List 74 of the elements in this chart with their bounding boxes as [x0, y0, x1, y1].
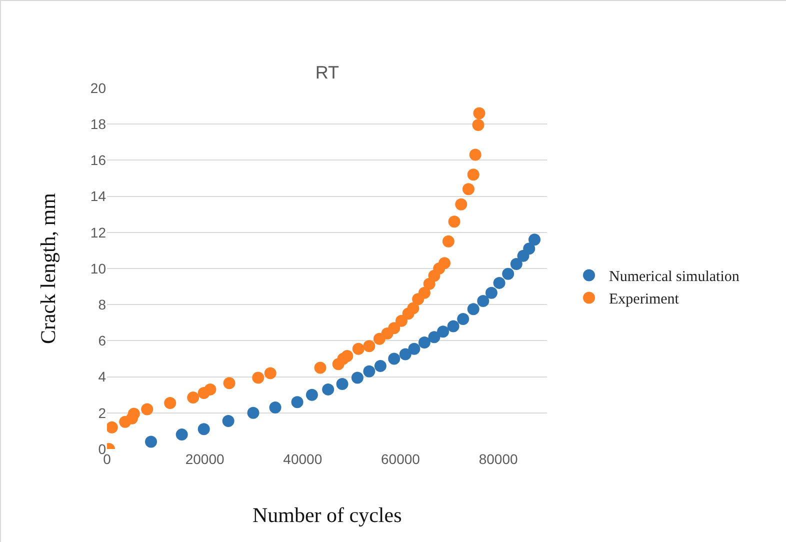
- legend-label: Numerical simulation: [609, 269, 740, 286]
- point: [510, 258, 522, 270]
- point: [269, 401, 282, 414]
- point: [363, 340, 376, 352]
- point: [523, 242, 536, 255]
- x-axis-title: Number of cycles: [252, 503, 402, 527]
- y-axis-title: Crack length, mm: [36, 192, 60, 344]
- point: [395, 314, 408, 327]
- point: [457, 313, 470, 326]
- point: [467, 168, 480, 181]
- point: [187, 392, 200, 404]
- point: [388, 322, 400, 334]
- point: [336, 378, 348, 390]
- y-tick-label: 8: [98, 296, 106, 312]
- point: [252, 372, 264, 384]
- point: [352, 342, 364, 355]
- point: [472, 119, 484, 131]
- point: [204, 383, 216, 396]
- x-tick-label: 20000: [185, 451, 225, 467]
- y-tick-label: 16: [90, 152, 106, 168]
- point: [264, 367, 276, 380]
- point: [418, 286, 430, 299]
- point: [502, 268, 514, 280]
- y-tick-label: 18: [90, 116, 106, 132]
- y-tick-label: 6: [98, 332, 106, 349]
- point: [128, 408, 140, 420]
- point: [176, 428, 188, 441]
- point: [198, 423, 210, 436]
- point: [141, 403, 154, 416]
- point: [528, 234, 540, 246]
- point: [351, 372, 364, 384]
- point: [363, 365, 376, 378]
- x-tick-label: 80000: [478, 451, 518, 467]
- point: [408, 342, 420, 355]
- point: [477, 294, 490, 307]
- point: [222, 415, 234, 428]
- y-tick-label: 4: [98, 368, 106, 385]
- point: [306, 388, 318, 401]
- x-tick-label: 40000: [283, 451, 322, 467]
- point: [462, 183, 474, 196]
- point: [442, 235, 454, 248]
- point: [473, 107, 486, 120]
- y-tick-label: 20: [90, 80, 106, 96]
- point: [223, 377, 236, 390]
- y-tick-label: 14: [90, 188, 106, 204]
- point: [164, 396, 176, 409]
- y-tick-label: 2: [98, 404, 106, 421]
- y-tick-label: 12: [90, 224, 106, 240]
- point: [455, 198, 468, 210]
- point: [438, 257, 450, 270]
- x-tick-label: 60000: [381, 451, 420, 467]
- y-tick-label: 10: [90, 260, 106, 276]
- point: [107, 421, 118, 434]
- point: [145, 436, 158, 448]
- point: [399, 348, 412, 360]
- point: [448, 216, 460, 228]
- point: [437, 326, 450, 338]
- point: [341, 350, 354, 362]
- point: [418, 336, 430, 349]
- point: [247, 406, 260, 419]
- legend-label: Experiment: [609, 292, 680, 308]
- point: [428, 331, 440, 344]
- point: [469, 148, 482, 161]
- point: [314, 362, 326, 374]
- point: [374, 360, 386, 372]
- chart-title: RT: [315, 62, 340, 83]
- point: [467, 303, 480, 316]
- point: [291, 396, 304, 408]
- point: [407, 302, 420, 314]
- point: [447, 320, 460, 332]
- point: [493, 276, 506, 289]
- point: [485, 286, 498, 299]
- point: [322, 383, 334, 396]
- point: [388, 352, 400, 365]
